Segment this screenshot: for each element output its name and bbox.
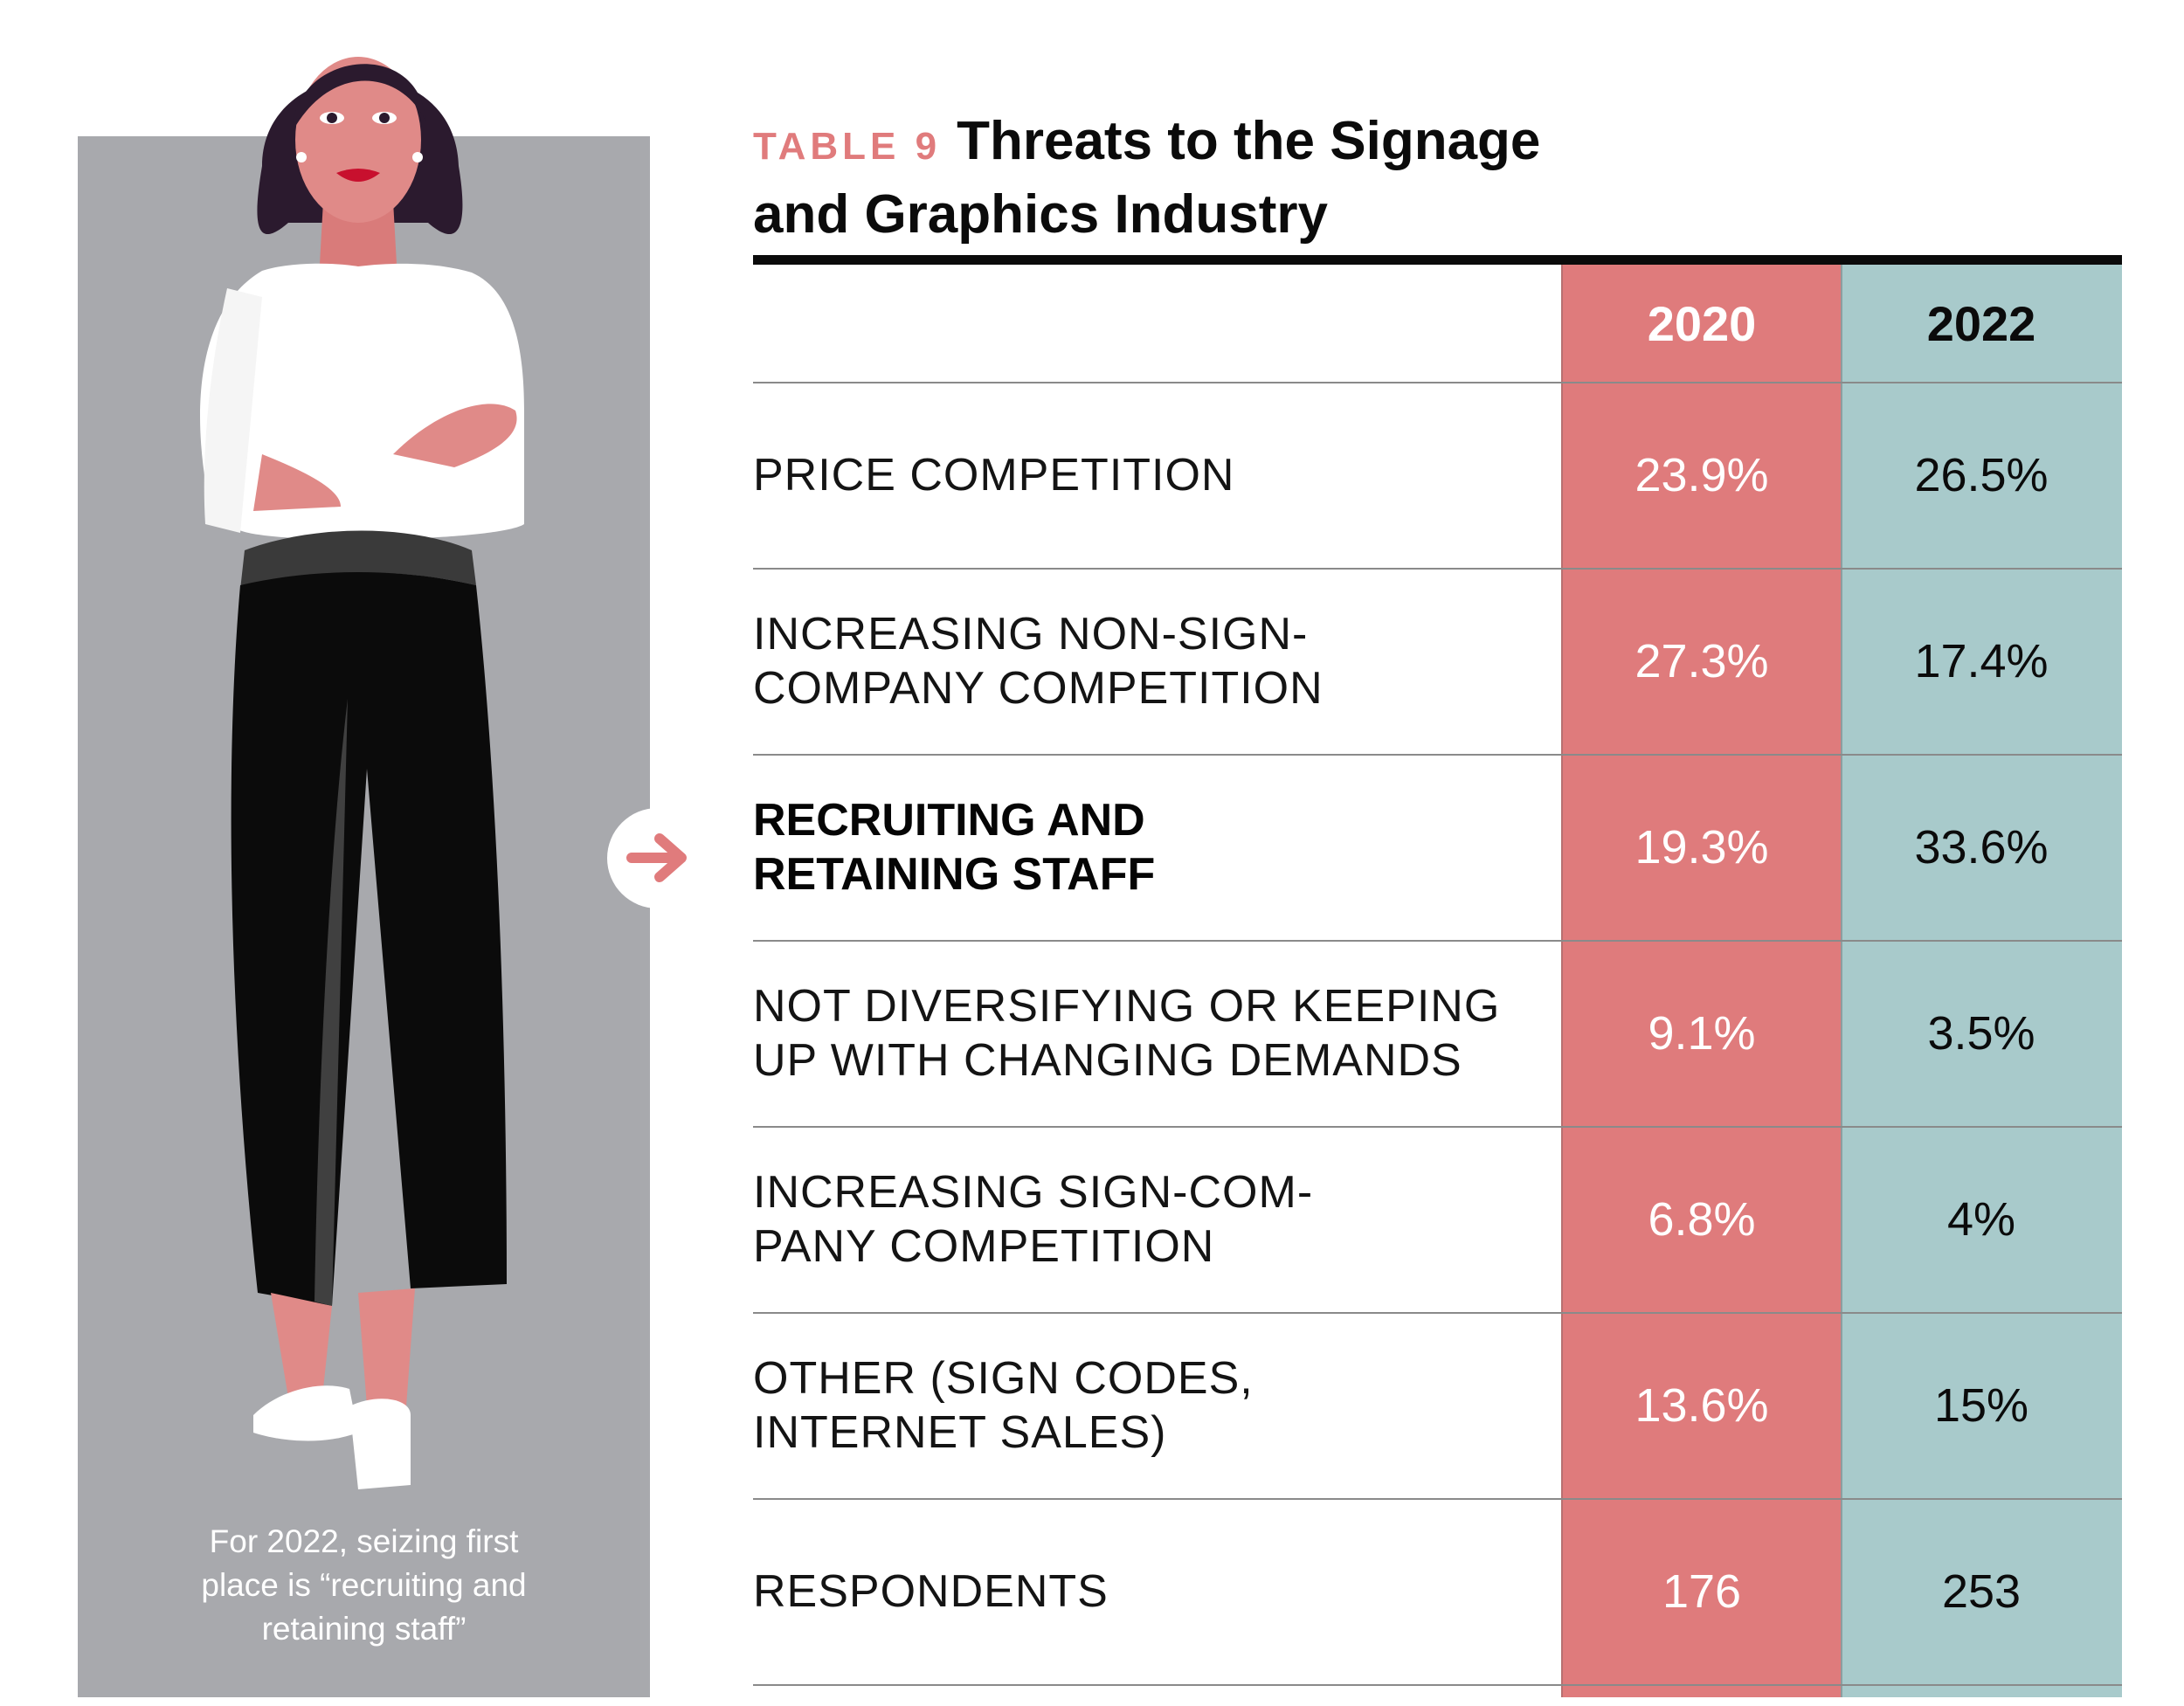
column-header-2022: 2022 <box>1926 295 2036 351</box>
row-rule <box>753 754 2122 756</box>
row-label-line: RESPONDENTS <box>753 1565 1109 1617</box>
caption-line-3: retaining staff” <box>261 1611 467 1647</box>
cell-2020: 23.9% <box>1635 448 1769 501</box>
cell-2022: 26.5% <box>1914 448 2049 501</box>
column-divider-right <box>1841 265 1842 1697</box>
row-rule <box>753 1498 2122 1500</box>
woman-illustration <box>200 57 524 1489</box>
caption-line-1: For 2022, seizing first <box>209 1523 519 1559</box>
row-rule <box>753 568 2122 570</box>
title-line-1: Threats to the Signage <box>957 111 1541 171</box>
cell-2020: 13.6% <box>1635 1378 1769 1432</box>
row-label-line: OTHER (SIGN CODES, <box>753 1352 1254 1404</box>
row-rule <box>753 1684 2122 1686</box>
table-title: TABLE 9 Threats to the Signage and Graphi… <box>753 112 1976 245</box>
table-top-rule <box>753 255 2122 265</box>
cell-2022: 33.6% <box>1914 820 2049 874</box>
row-label-line: RECRUITING AND <box>753 794 1145 846</box>
cell-2022: 253 <box>1941 1564 2022 1618</box>
column-2022-background <box>1842 265 2122 1697</box>
column-header-2020: 2020 <box>1647 295 1757 351</box>
illustration-caption: For 2022, seizing first place is “recrui… <box>78 1520 650 1651</box>
row-rule <box>753 1126 2122 1128</box>
cell-2020: 9.1% <box>1648 1006 1756 1060</box>
row-label-line: UP WITH CHANGING DEMANDS <box>753 1034 1462 1086</box>
row-label-line: RETAINING STAFF <box>753 848 1156 900</box>
cell-2022: 17.4% <box>1914 634 2049 687</box>
row-label-line: INTERNET SALES) <box>753 1406 1167 1458</box>
row-label-line: PANY COMPETITION <box>753 1220 1215 1272</box>
row-label: INCREASING SIGN-COM- PANY COMPETITION <box>753 1126 1557 1312</box>
row-label-line: NOT DIVERSIFYING OR KEEPING <box>753 980 1501 1032</box>
row-rule <box>753 940 2122 942</box>
cell-2022: 15% <box>1933 1378 2029 1432</box>
column-2020-background <box>1562 265 1842 1697</box>
row-label: RECRUITING AND RETAINING STAFF <box>753 754 1557 940</box>
row-label: INCREASING NON-SIGN- COMPANY COMPETITION <box>753 568 1557 754</box>
row-label: PRICE COMPETITION <box>753 382 1557 568</box>
row-label: RESPONDENTS <box>753 1498 1557 1684</box>
cell-2020: 19.3% <box>1635 820 1769 874</box>
row-label-line: INCREASING NON-SIGN- <box>753 608 1309 660</box>
row-rule <box>753 1312 2122 1314</box>
arrow-right-icon <box>626 833 687 882</box>
cell-2020: 176 <box>1662 1564 1742 1618</box>
row-label-line: INCREASING SIGN-COM- <box>753 1166 1314 1218</box>
row-label: NOT DIVERSIFYING OR KEEPING UP WITH CHANG… <box>753 940 1557 1126</box>
cell-2020: 6.8% <box>1648 1192 1756 1246</box>
caption-line-2: place is “recruiting and <box>201 1567 527 1603</box>
row-label-line: COMPANY COMPETITION <box>753 662 1324 714</box>
table-number: TABLE 9 <box>753 125 942 168</box>
title-line-2: and Graphics Industry <box>753 184 1329 245</box>
row-label: OTHER (SIGN CODES, INTERNET SALES) <box>753 1312 1557 1498</box>
column-divider-left <box>1561 265 1563 1697</box>
row-label-line: PRICE COMPETITION <box>753 449 1235 501</box>
cell-2022: 3.5% <box>1927 1006 2035 1060</box>
cell-2022: 4% <box>1946 1192 2016 1246</box>
cell-2020: 27.3% <box>1635 634 1769 687</box>
highlight-arrow-bubble <box>607 808 708 908</box>
header-rule <box>753 382 2122 383</box>
